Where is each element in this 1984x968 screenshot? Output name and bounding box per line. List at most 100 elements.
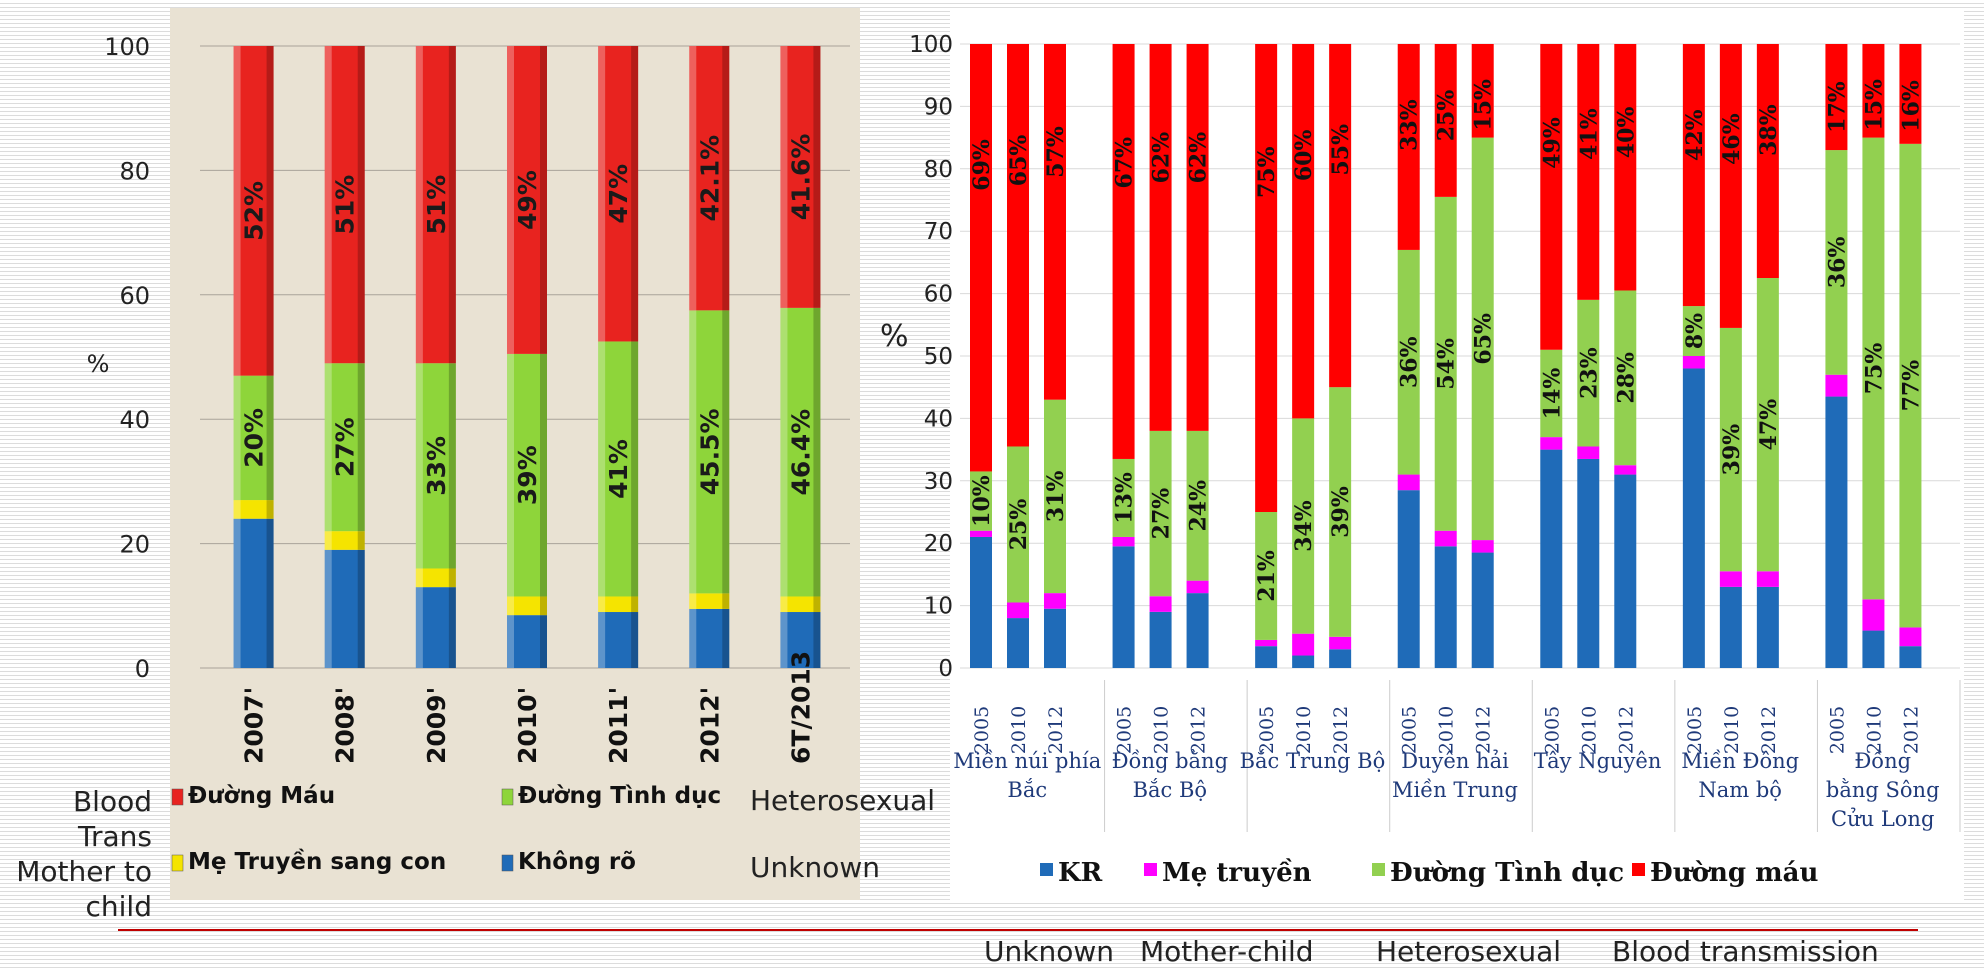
- data-label: 27%: [331, 417, 360, 477]
- bar-segment: [1329, 44, 1352, 388]
- data-label: 46.4%: [786, 409, 815, 496]
- bar-segment: [689, 310, 730, 594]
- bar-highlight: [415, 568, 423, 588]
- right-chart: 0 10 20 30 40 50 60 70 80 90 100% 10% 69% 2005 25% 65% 2…: [880, 8, 1964, 900]
- bar-segment: [1255, 44, 1278, 512]
- bar-segment: [1186, 44, 1209, 431]
- bar-shade: [266, 375, 274, 501]
- bar-segment: [1007, 618, 1029, 668]
- group-label: Tây Nguyên: [1534, 749, 1662, 773]
- x-tick-label: 2010: [1436, 706, 1458, 754]
- bar-segment: [1397, 249, 1420, 475]
- bar-segment: [1614, 465, 1637, 475]
- data-label: 36%: [1824, 237, 1850, 289]
- data-label: 10%: [969, 475, 995, 527]
- data-label: 62%: [1149, 132, 1175, 184]
- bar-highlight: [780, 612, 788, 668]
- bar-segment: [415, 587, 456, 668]
- bar-segment: [1329, 649, 1352, 668]
- bar-highlight: [507, 615, 514, 668]
- data-label: 57%: [1043, 126, 1069, 178]
- group-label: Miền núi phía: [953, 749, 1101, 773]
- bar-highlight: [324, 363, 332, 532]
- group-label: Duyên hải: [1401, 749, 1509, 773]
- data-label: 75%: [1861, 343, 1887, 395]
- legend-swatch: [501, 788, 514, 806]
- bar-shade: [722, 46, 730, 311]
- bar-shade: [722, 310, 730, 594]
- legend-swatch: [1144, 863, 1157, 876]
- group-label: Bắc Bộ: [1133, 778, 1207, 802]
- bar-segment: [324, 549, 365, 668]
- bar-segment: [1255, 512, 1278, 640]
- legend-label: Đường máu: [1650, 858, 1818, 888]
- bar-segment: [1471, 137, 1494, 541]
- bar-shade: [813, 596, 821, 613]
- x-tick-label: 2005: [1541, 706, 1563, 754]
- bar-segment: [1682, 368, 1705, 668]
- bar-segment: [1434, 530, 1457, 547]
- x-tick-label: 2007': [240, 687, 269, 764]
- data-label: 25%: [1006, 499, 1032, 551]
- bar-segment: [1614, 474, 1637, 668]
- x-tick-label: 2012: [1900, 706, 1922, 754]
- data-label: 38%: [1756, 104, 1782, 156]
- bar-segment: [1149, 430, 1172, 597]
- bar-segment: [970, 530, 992, 537]
- bar-segment: [1186, 580, 1209, 594]
- legend-swatch: [501, 854, 514, 872]
- bar-segment: [1044, 608, 1066, 668]
- bar-segment: [1825, 150, 1848, 375]
- bar-segment: [1149, 596, 1172, 612]
- data-label: 15%: [1471, 79, 1497, 131]
- side-label-heterosexual: Heterosexual: [750, 784, 936, 817]
- bottom-legend-blood: Blood transmission: [1612, 935, 1879, 968]
- data-label: 67%: [1112, 137, 1138, 189]
- y-tick-label: 10: [924, 594, 953, 620]
- bar-highlight: [780, 46, 788, 308]
- data-label: 47%: [604, 164, 633, 224]
- bar-segment: [1007, 446, 1029, 603]
- group-label: Miền Trung: [1392, 778, 1518, 802]
- bar-highlight: [598, 596, 606, 613]
- data-label: 77%: [1898, 360, 1924, 412]
- bar-segment: [1471, 552, 1494, 668]
- bar-segment: [1862, 630, 1885, 668]
- legend-swatch: [1040, 863, 1053, 876]
- y-tick-label: 20: [119, 531, 150, 559]
- bar-segment: [1292, 655, 1315, 668]
- data-label: 49%: [513, 170, 542, 230]
- bar-highlight: [780, 596, 788, 613]
- data-label: 47%: [1756, 399, 1782, 451]
- bottom-legend-unknown: Unknown: [984, 935, 1114, 968]
- bar-shade: [266, 518, 274, 668]
- bar-segment: [1719, 571, 1742, 587]
- bar-highlight: [780, 307, 788, 597]
- bar-segment: [1577, 446, 1600, 459]
- data-label: 31%: [1043, 471, 1069, 523]
- bar-segment: [507, 615, 547, 668]
- bar-segment: [1825, 44, 1848, 151]
- legend-label: Mẹ truyền: [1162, 858, 1312, 888]
- data-label: 65%: [1006, 135, 1032, 187]
- bar-segment: [1112, 546, 1135, 668]
- data-label: 21%: [1254, 550, 1280, 602]
- bar-segment: [1756, 571, 1779, 587]
- y-axis-label: %: [880, 319, 909, 354]
- bar-segment: [1044, 399, 1066, 594]
- bar-highlight: [415, 363, 423, 569]
- bar-segment: [1044, 593, 1066, 609]
- bar-segment: [1682, 306, 1705, 356]
- data-label: 41%: [1576, 108, 1602, 160]
- y-tick-label: 80: [924, 157, 953, 183]
- bar-shade: [540, 615, 547, 668]
- bar-segment: [1434, 546, 1457, 668]
- side-label-blood: Blood Trans: [72, 785, 152, 853]
- group-label: Bắc Trung Bộ: [1240, 749, 1386, 773]
- bar-segment: [1899, 646, 1922, 668]
- legend-swatch: [171, 788, 184, 806]
- bar-segment: [970, 471, 992, 531]
- side-label-mother: Mother to child: [16, 855, 152, 923]
- data-label: 39%: [1719, 424, 1745, 476]
- bar-segment: [415, 363, 456, 569]
